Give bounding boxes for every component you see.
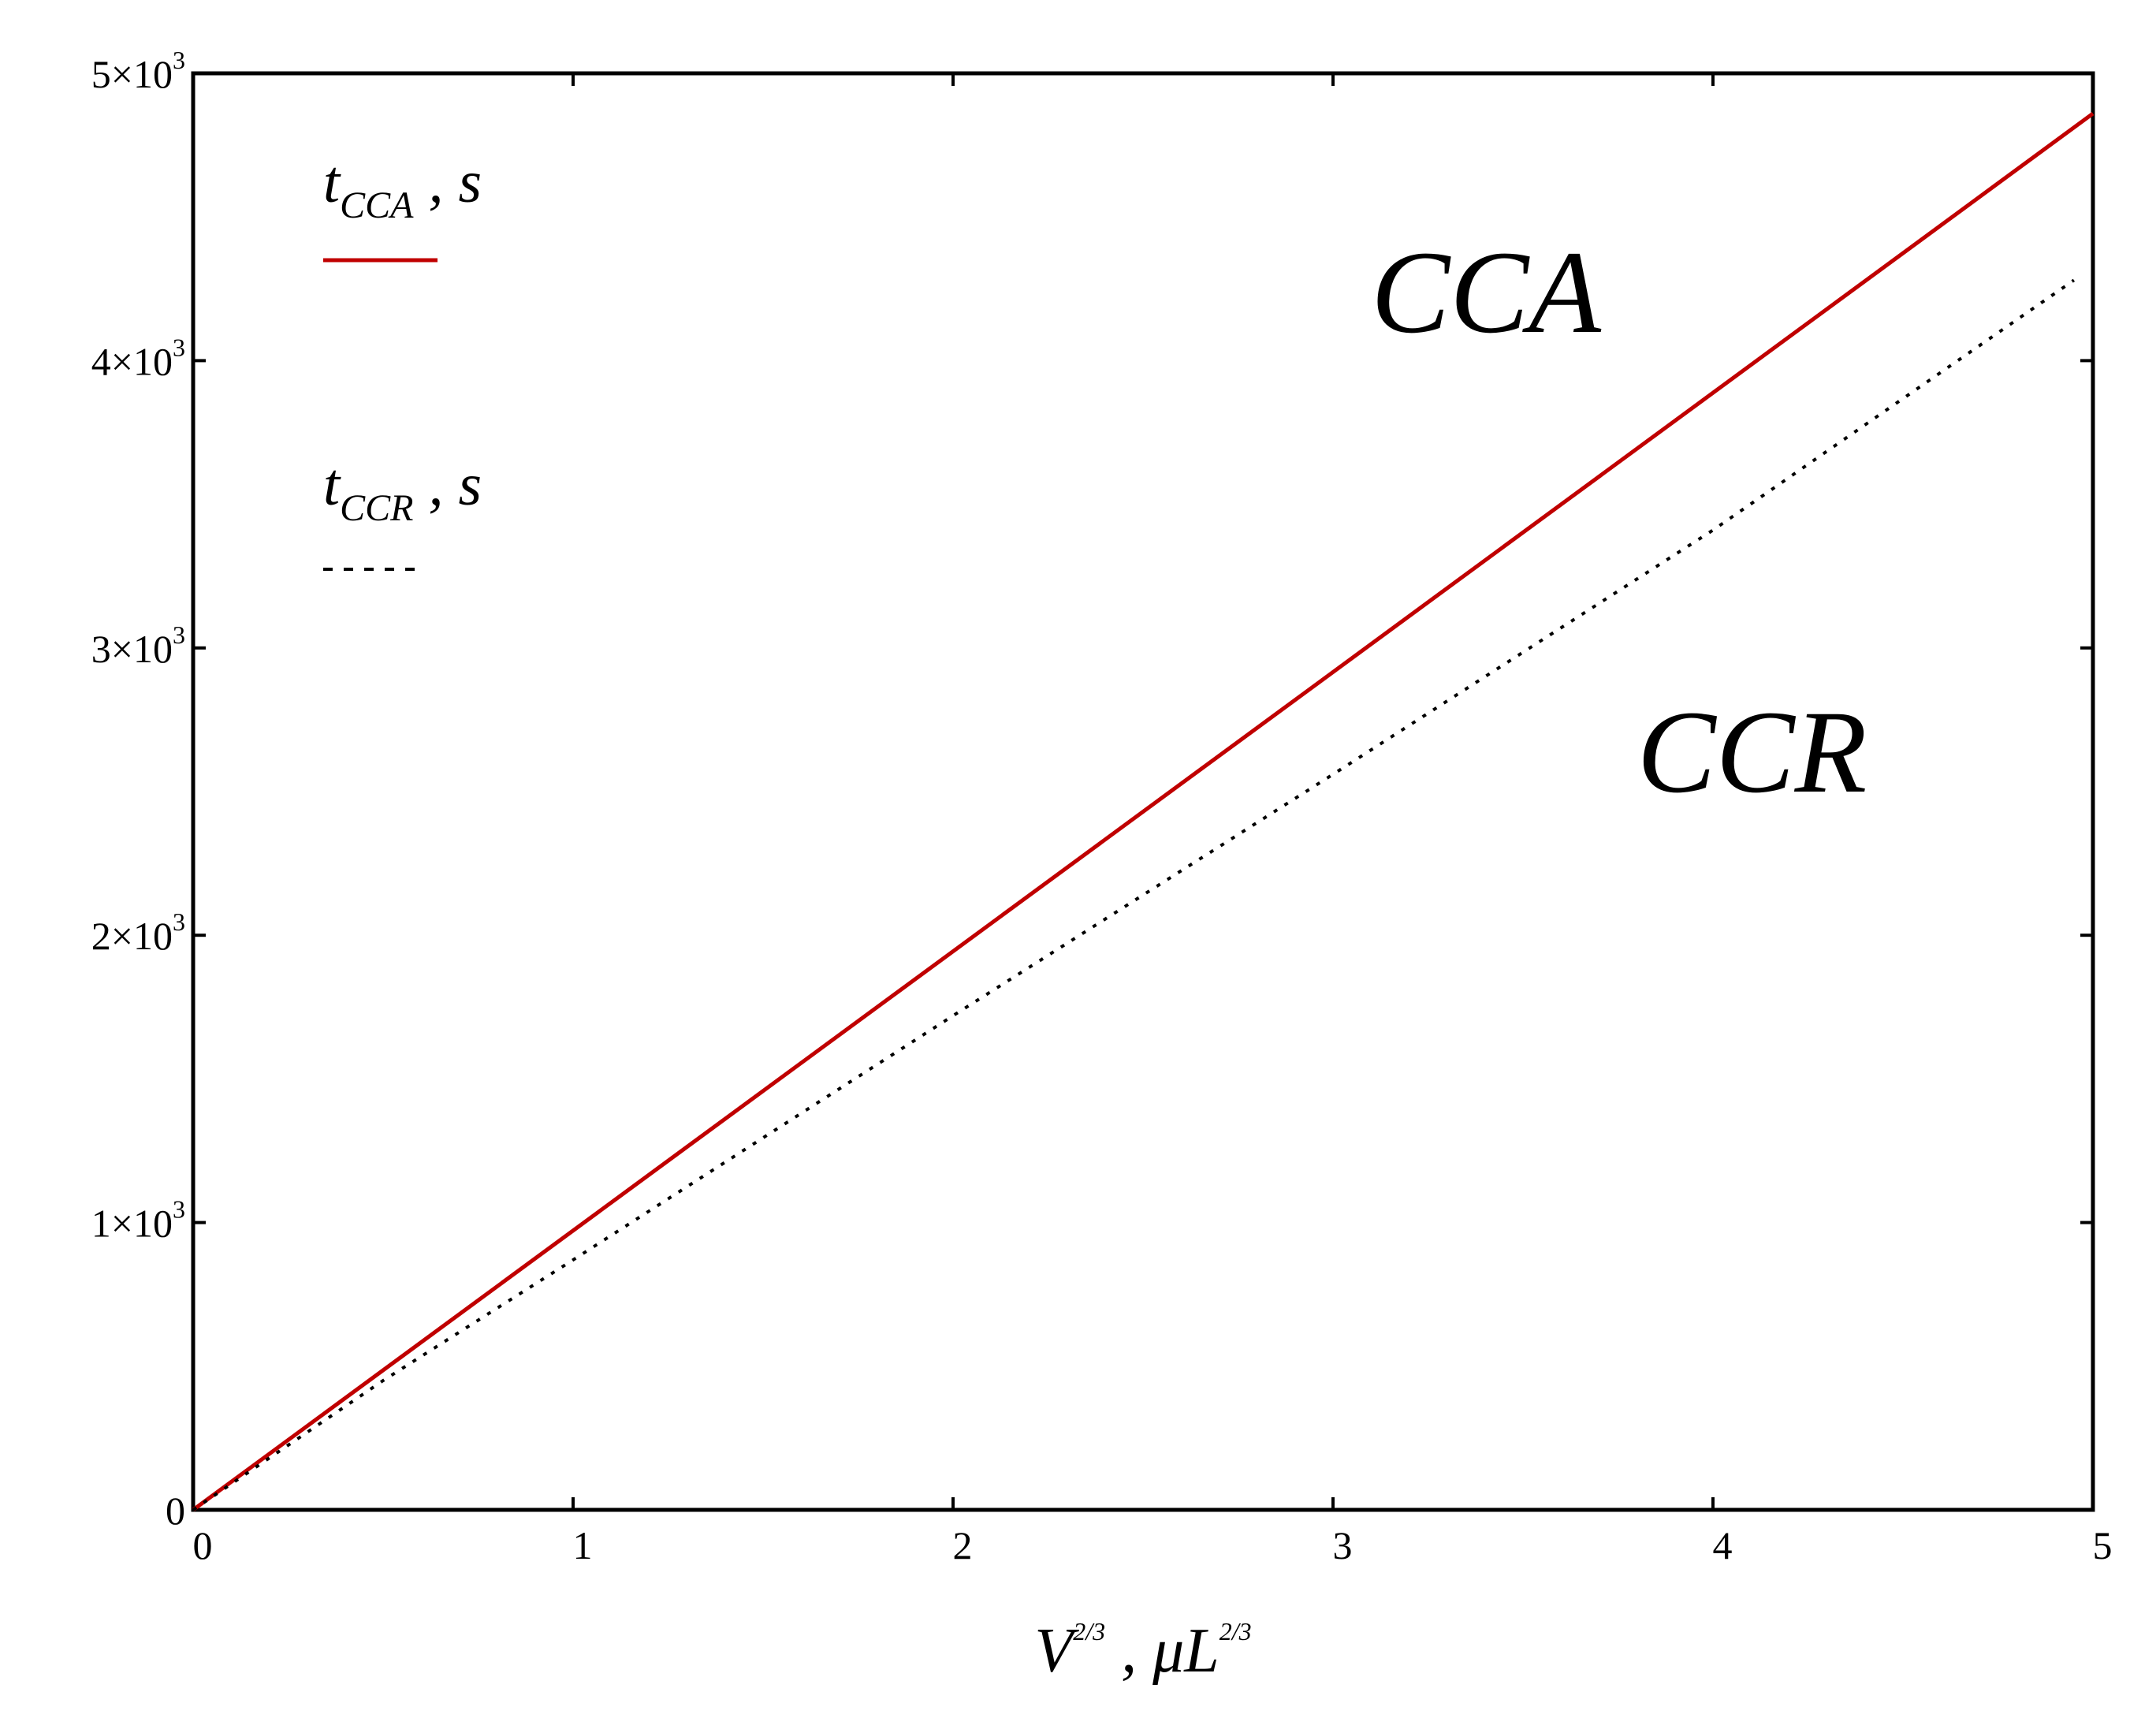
series-lines (192, 112, 2095, 1512)
annotations: CCA CCR (1371, 227, 1867, 818)
x-tick-labels: 0 1 2 3 4 5 (193, 1523, 2113, 1567)
y-tick-label: 4×103 (91, 333, 185, 383)
x-tick-label: 1 (573, 1523, 593, 1567)
y-tick-label: 5×103 (91, 46, 185, 96)
y-tick-label: 1×103 (91, 1195, 185, 1246)
x-axis-label-text: V2/3 , μL2/3 (1034, 1616, 1251, 1686)
legend: tCCA , s tCCR , s (323, 149, 482, 571)
y-tick-label: 3×103 (91, 620, 185, 671)
annotation-cca: CCA (1371, 227, 1602, 358)
x-tick-label: 0 (193, 1523, 213, 1567)
y-tick-label: 0 (166, 1489, 185, 1533)
x-tick-label: 2 (953, 1523, 973, 1567)
x-axis-label: V2/3 , μL2/3 (1034, 1616, 1251, 1686)
x-tick-label: 3 (1333, 1523, 1353, 1567)
y-tick-label: 2×103 (91, 907, 185, 958)
legend-label-ccr: tCCR , s (323, 452, 482, 529)
annotation-ccr: CCR (1637, 687, 1867, 818)
series-line-cca (192, 112, 2095, 1512)
plot-frame (191, 71, 2095, 1512)
legend-label-cca: tCCA , s (323, 149, 482, 226)
y-tick-labels: 0 1×103 2×103 3×103 4×103 5×103 (91, 46, 185, 1533)
x-tick-label: 5 (2093, 1523, 2113, 1567)
series-line-ccr (192, 278, 2076, 1511)
x-tick-label: 4 (1713, 1523, 1733, 1567)
